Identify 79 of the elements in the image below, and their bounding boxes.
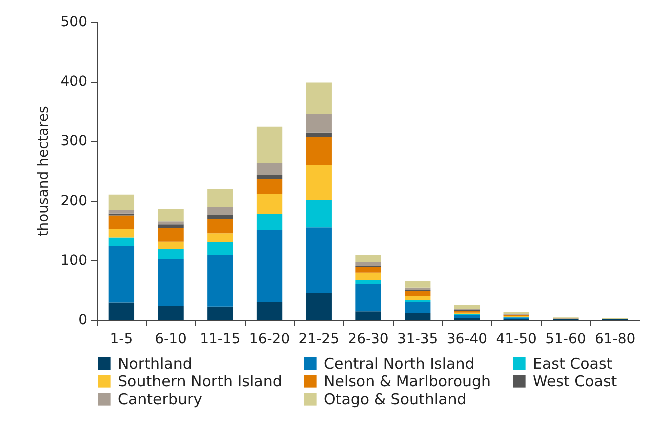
bar <box>256 214 283 230</box>
bar <box>158 209 184 222</box>
bar <box>208 189 234 208</box>
bar <box>256 302 283 320</box>
legend-label: Southern North Island <box>118 372 282 390</box>
bar <box>256 194 283 215</box>
bar <box>108 238 135 246</box>
y-tick-label: 400 <box>60 74 88 90</box>
x-tick-label: 26-30 <box>348 332 389 348</box>
y-tick-label: 100 <box>60 252 88 269</box>
bar <box>158 222 184 225</box>
legend-label: Otago & Southland <box>324 390 467 408</box>
x-tick-label: 36-40 <box>446 332 488 348</box>
bar <box>208 306 234 320</box>
bar <box>405 281 431 288</box>
bar <box>108 194 135 210</box>
bar <box>454 305 480 310</box>
bar <box>306 165 332 200</box>
bar <box>108 216 135 230</box>
bar <box>356 255 382 262</box>
bar <box>158 224 184 228</box>
bar <box>405 313 431 320</box>
bar <box>208 234 234 243</box>
bar <box>306 137 332 166</box>
bar <box>454 315 480 318</box>
legend-label: Canterbury <box>118 390 203 408</box>
bar <box>405 296 431 300</box>
bar <box>306 114 332 133</box>
bar <box>306 228 332 294</box>
bar <box>158 249 184 260</box>
bar <box>306 293 332 320</box>
x-tick-label: 61-80 <box>594 332 636 348</box>
x-tick-label: 6-10 <box>155 332 187 348</box>
bar <box>356 284 382 312</box>
y-tick-label: 200 <box>60 193 88 210</box>
bar <box>208 255 234 307</box>
x-tick-label: 11-15 <box>200 332 241 348</box>
bar <box>356 268 382 273</box>
legend-label: East Coast <box>533 354 613 373</box>
legend-label: Central North Island <box>324 354 475 373</box>
bar <box>356 262 382 266</box>
bar <box>356 280 382 284</box>
y-tick-label: 500 <box>60 14 88 30</box>
x-tick-label: 21-25 <box>298 332 340 348</box>
legend-label: Nelson & Marlborough <box>324 372 492 390</box>
bar <box>158 242 184 250</box>
bar <box>256 126 283 164</box>
bar <box>208 207 234 216</box>
x-tick-label: 16-20 <box>249 332 290 348</box>
bar <box>256 179 283 194</box>
bar <box>208 215 234 220</box>
bar <box>108 302 135 320</box>
bar <box>208 242 234 256</box>
bar <box>256 163 283 176</box>
bar <box>356 312 382 320</box>
bar <box>306 200 332 228</box>
bar <box>108 246 135 303</box>
x-tick-label: 31-35 <box>398 332 438 348</box>
bar <box>108 210 135 214</box>
bar <box>256 175 283 180</box>
bar <box>158 306 184 320</box>
legend-label: West Coast <box>533 372 618 390</box>
x-tick-label: 51-60 <box>546 332 586 348</box>
bar <box>306 82 332 114</box>
bar <box>306 132 332 138</box>
legend-label: Northland <box>118 354 192 373</box>
bar <box>405 291 431 296</box>
y-tick-label: 300 <box>60 134 88 150</box>
bar <box>158 259 184 306</box>
bar <box>405 302 431 314</box>
x-tick-label: 41-50 <box>496 332 537 348</box>
bar <box>158 228 184 242</box>
bar <box>356 272 382 280</box>
bar <box>256 230 283 302</box>
y-axis-title: thousand hectares <box>36 106 52 237</box>
bar <box>208 219 234 234</box>
bar <box>108 229 135 238</box>
x-tick-label: 1-5 <box>110 332 134 348</box>
y-tick-label: 0 <box>78 312 88 328</box>
